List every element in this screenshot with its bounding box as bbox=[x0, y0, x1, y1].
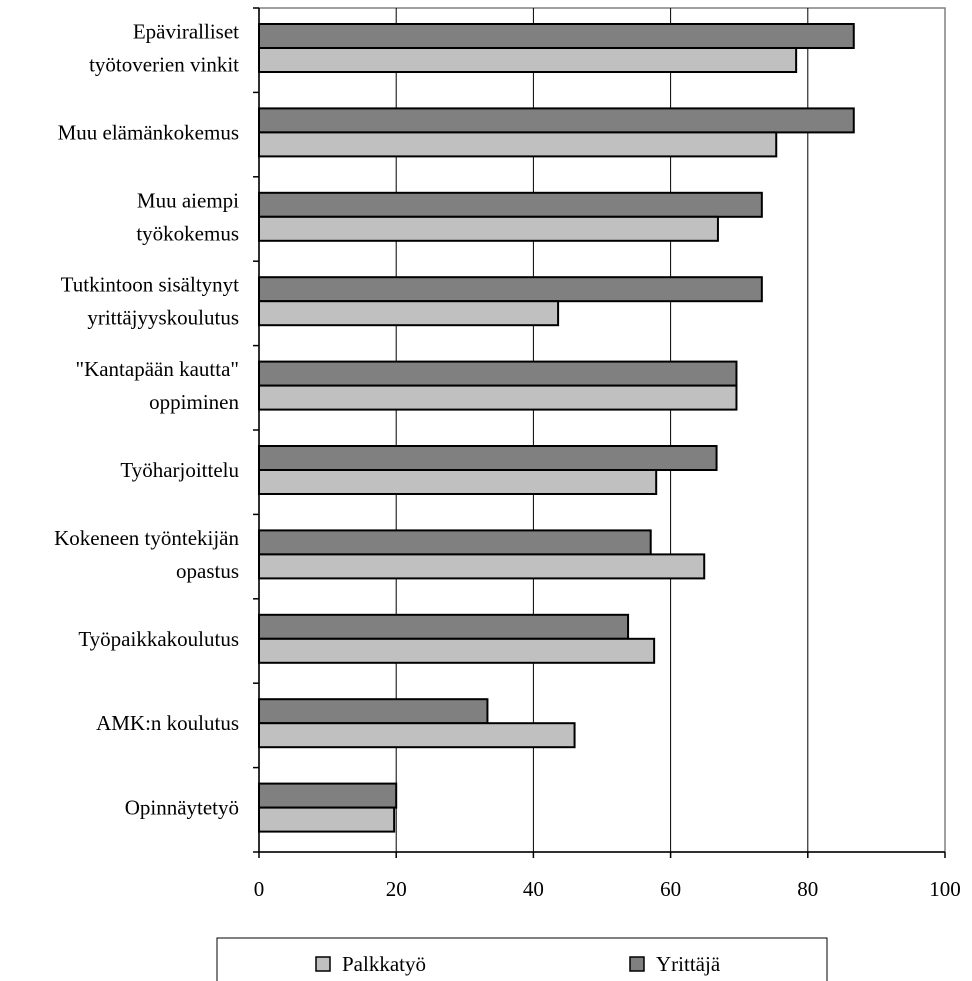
legend: Palkkatyö Yrittäjä bbox=[216, 937, 828, 981]
bar-palkkatyö-9 bbox=[258, 806, 396, 833]
category-label: työtoverien vinkit bbox=[89, 53, 239, 77]
bars bbox=[258, 23, 855, 833]
bar-palkkatyö-7 bbox=[258, 637, 656, 664]
category-label: Muu aiempi bbox=[137, 188, 239, 212]
bar-yrittäjä-5 bbox=[258, 445, 718, 471]
bar-palkkatyö-4 bbox=[258, 384, 738, 411]
x-tick-labels: 0 20 40 60 80 100 bbox=[254, 877, 961, 901]
x-tick-label: 80 bbox=[797, 877, 818, 901]
bar-yrittäjä-4 bbox=[258, 360, 738, 387]
bar-palkkatyö-6 bbox=[258, 553, 706, 580]
category-label: Tutkintoon sisältynyt bbox=[61, 273, 240, 297]
category-label: AMK:n koulutus bbox=[96, 711, 239, 735]
bar-yrittäjä-0 bbox=[258, 23, 855, 49]
bar-palkkatyö-1 bbox=[258, 131, 778, 158]
bar-yrittäjä-7 bbox=[258, 613, 630, 640]
bar-palkkatyö-3 bbox=[258, 300, 560, 327]
legend-label: Yrittäjä bbox=[656, 952, 721, 976]
legend-box bbox=[216, 937, 828, 981]
x-tick-label: 0 bbox=[254, 877, 265, 901]
legend-swatch-yrittäjä bbox=[629, 956, 645, 972]
x-tick-label: 40 bbox=[523, 877, 544, 901]
category-label: Epäviralliset bbox=[133, 20, 239, 44]
bar-yrittäjä-1 bbox=[258, 107, 855, 134]
legend-label: Palkkatyö bbox=[342, 952, 426, 976]
x-tick-label: 60 bbox=[660, 877, 681, 901]
bar-palkkatyö-0 bbox=[258, 47, 798, 73]
category-labels: Epäviralliset työtoverien vinkit Muu elämä… bbox=[54, 20, 239, 820]
category-label: opastus bbox=[176, 559, 239, 583]
axes bbox=[253, 7, 946, 858]
category-label: oppiminen bbox=[149, 390, 239, 414]
x-tick-label: 20 bbox=[386, 877, 407, 901]
category-label: työkokemus bbox=[136, 221, 239, 245]
category-label: Työpaikkakoulutus bbox=[78, 627, 239, 651]
bar-yrittäjä-9 bbox=[258, 782, 398, 809]
category-label: yrittäjyyskoulutus bbox=[87, 306, 239, 330]
category-label: Muu elämänkokemus bbox=[58, 120, 239, 144]
bar-palkkatyö-5 bbox=[258, 469, 658, 495]
bar-yrittäjä-6 bbox=[258, 529, 652, 556]
category-label: Työharjoittelu bbox=[120, 458, 239, 482]
bar-yrittäjä-8 bbox=[258, 698, 489, 725]
legend-swatch-palkkatyö bbox=[315, 956, 331, 972]
category-label: Kokeneen työntekijän bbox=[54, 526, 239, 550]
x-tick-label: 100 bbox=[929, 877, 961, 901]
category-label: "Kantapään kautta" bbox=[76, 357, 240, 381]
bar-yrittäjä-3 bbox=[258, 276, 763, 303]
bar-yrittäjä-2 bbox=[258, 191, 763, 218]
bar-palkkatyö-2 bbox=[258, 215, 719, 242]
category-label: Opinnäytetyö bbox=[125, 796, 239, 820]
bar-palkkatyö-8 bbox=[258, 722, 576, 749]
